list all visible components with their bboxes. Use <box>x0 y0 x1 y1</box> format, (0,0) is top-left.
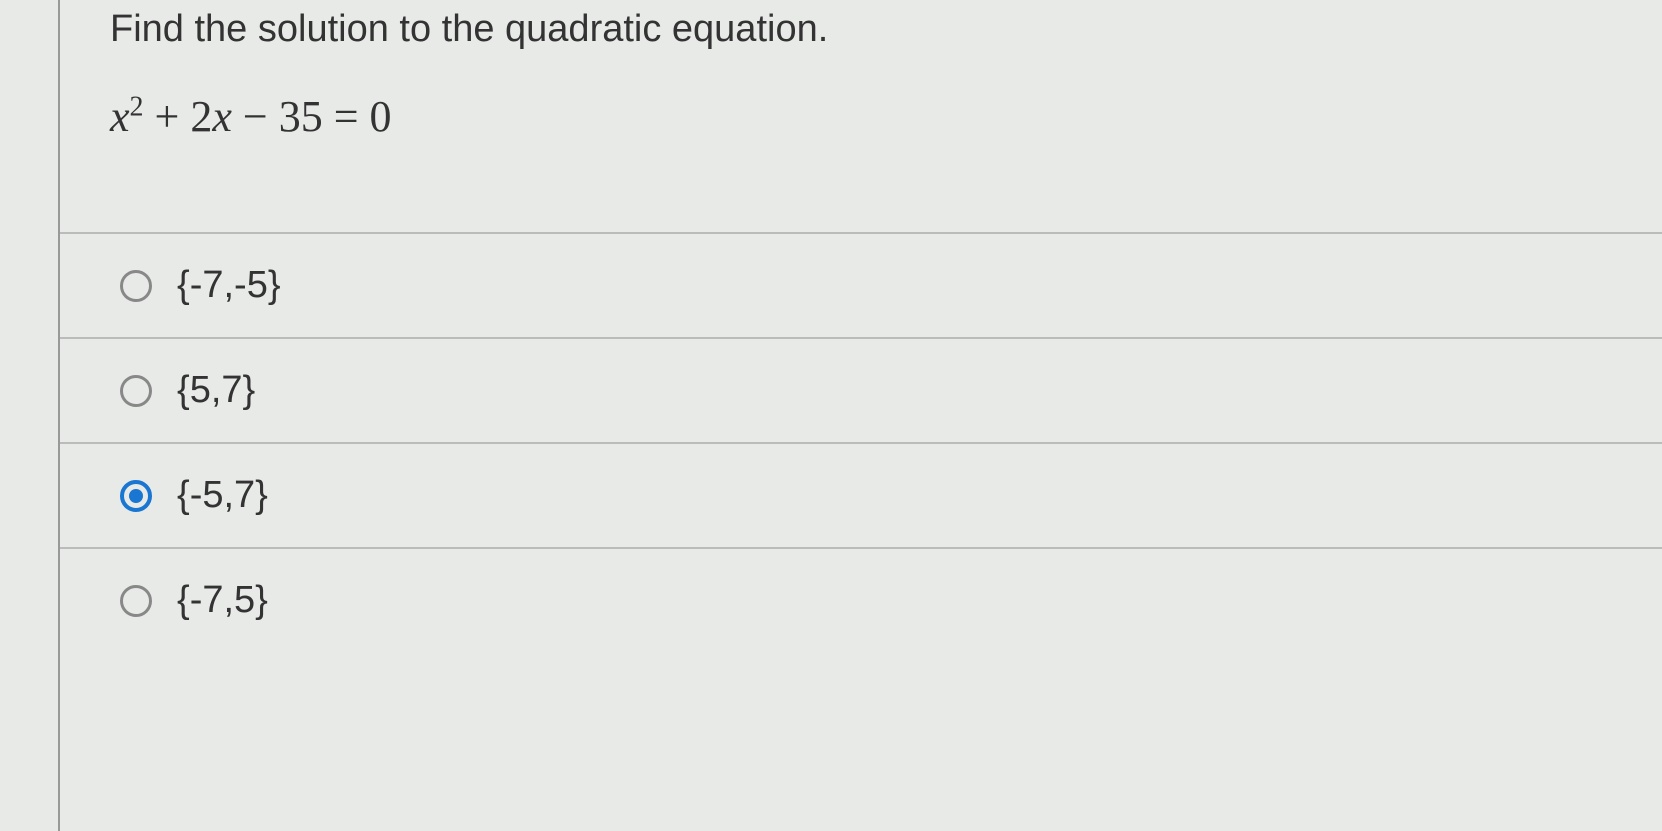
option-row-2[interactable]: {-5,7} <box>60 444 1662 549</box>
option-label-1: {5,7} <box>177 369 255 412</box>
radio-option-2[interactable] <box>120 480 152 512</box>
radio-option-1[interactable] <box>120 375 152 407</box>
radio-option-3[interactable] <box>120 585 152 617</box>
option-row-1[interactable]: {5,7} <box>60 339 1662 444</box>
radio-option-0[interactable] <box>120 270 152 302</box>
question-section: Find the solution to the quadratic equat… <box>60 0 1662 232</box>
question-prompt: Find the solution to the quadratic equat… <box>110 8 1612 51</box>
option-row-0[interactable]: {-7,-5} <box>60 232 1662 339</box>
equation-x2: x <box>212 92 232 141</box>
option-label-3: {-7,5} <box>177 579 268 622</box>
equation-end: − 35 = 0 <box>232 92 392 141</box>
content-area: Find the solution to the quadratic equat… <box>60 0 1662 831</box>
option-label-2: {-5,7} <box>177 474 268 517</box>
equation-x1: x <box>110 92 130 141</box>
option-label-0: {-7,-5} <box>177 264 281 307</box>
main-container: Find the solution to the quadratic equat… <box>0 0 1662 831</box>
equation-display: x2 + 2x − 35 = 0 <box>110 91 1612 142</box>
equation-mid1: + 2 <box>144 92 213 141</box>
left-border-panel <box>0 0 60 831</box>
equation-exponent: 2 <box>130 91 144 122</box>
options-list: {-7,-5} {5,7} {-5,7} {-7,5} <box>60 232 1662 652</box>
option-row-3[interactable]: {-7,5} <box>60 549 1662 652</box>
